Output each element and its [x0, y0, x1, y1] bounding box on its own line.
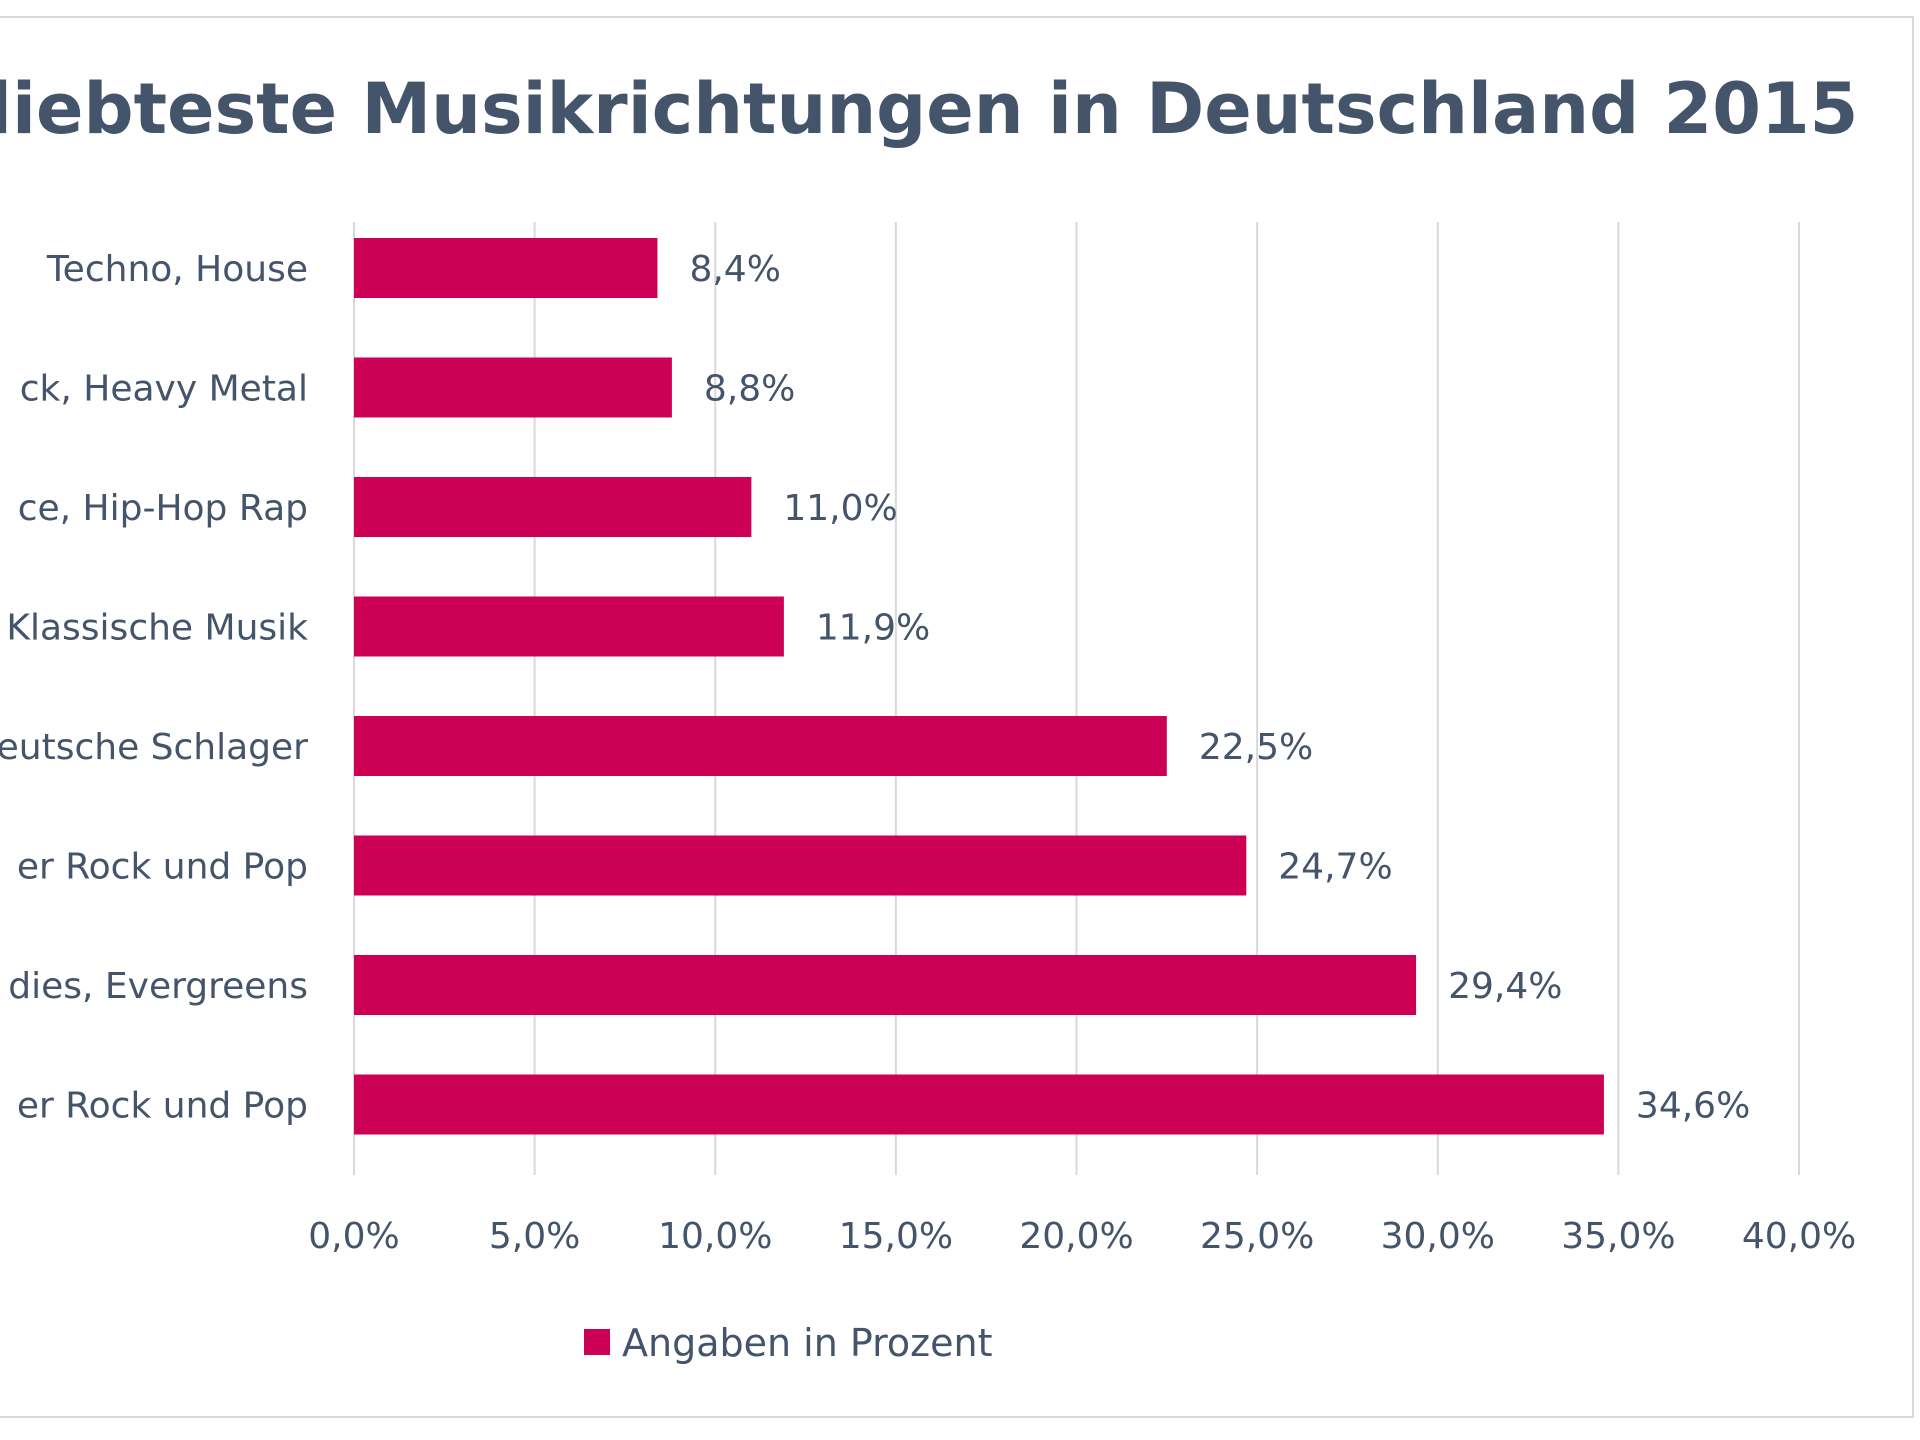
- bar: [354, 1074, 1604, 1135]
- x-tick-label: 15,0%: [839, 1216, 953, 1257]
- bar: [354, 596, 784, 657]
- x-tick-label: 20,0%: [1019, 1216, 1133, 1257]
- category-label: ce, Hip-Hop Rap: [18, 488, 308, 529]
- category-label: dies, Evergreens: [8, 966, 308, 1007]
- legend: Angaben in Prozent: [584, 1321, 992, 1365]
- category-label: ck, Heavy Metal: [20, 369, 308, 410]
- x-tick-label: 5,0%: [489, 1216, 580, 1257]
- bar: [354, 238, 658, 298]
- data-labels: 8,4% 8,8% 11,0% 11,9% 22,5% 24,7% 29,4% 34,6%: [689, 249, 1750, 1127]
- data-label: 34,6%: [1636, 1086, 1750, 1127]
- legend-label: Angaben in Prozent: [622, 1321, 992, 1365]
- data-label: 8,8%: [704, 369, 795, 410]
- category-labels: Techno, House ck, Heavy Metal ce, Hip-Hop …: [0, 249, 308, 1127]
- data-label: 22,5%: [1199, 727, 1313, 768]
- data-label: 8,4%: [689, 249, 780, 290]
- bar: [354, 357, 672, 418]
- x-tick-label: 40,0%: [1742, 1216, 1856, 1257]
- bar: [354, 716, 1167, 776]
- category-label: Klassische Musik: [6, 608, 308, 649]
- bars: [354, 238, 1604, 1135]
- category-label: er Rock und Pop: [17, 847, 308, 888]
- x-axis-tick-labels: 0,0% 5,0% 10,0% 15,0% 20,0% 25,0% 30,0% 35,0% 40…: [308, 1216, 1856, 1257]
- x-tick-label: 35,0%: [1561, 1216, 1675, 1257]
- category-label: Techno, House: [46, 249, 308, 290]
- category-label: eutsche Schlager: [0, 727, 308, 768]
- data-label: 11,0%: [783, 488, 897, 529]
- data-label: 24,7%: [1278, 847, 1392, 888]
- bar: [354, 835, 1247, 896]
- legend-swatch: [584, 1329, 610, 1355]
- data-label: 29,4%: [1448, 966, 1562, 1007]
- bar: [354, 477, 752, 537]
- chart-title: liebteste Musikrichtungen in Deutschland…: [0, 68, 1858, 150]
- bar: [354, 955, 1417, 1015]
- category-label: er Rock und Pop: [17, 1086, 308, 1127]
- x-tick-label: 25,0%: [1200, 1216, 1314, 1257]
- x-tick-label: 0,0%: [308, 1216, 399, 1257]
- data-label: 11,9%: [816, 608, 930, 649]
- x-tick-label: 10,0%: [658, 1216, 772, 1257]
- x-tick-label: 30,0%: [1381, 1216, 1495, 1257]
